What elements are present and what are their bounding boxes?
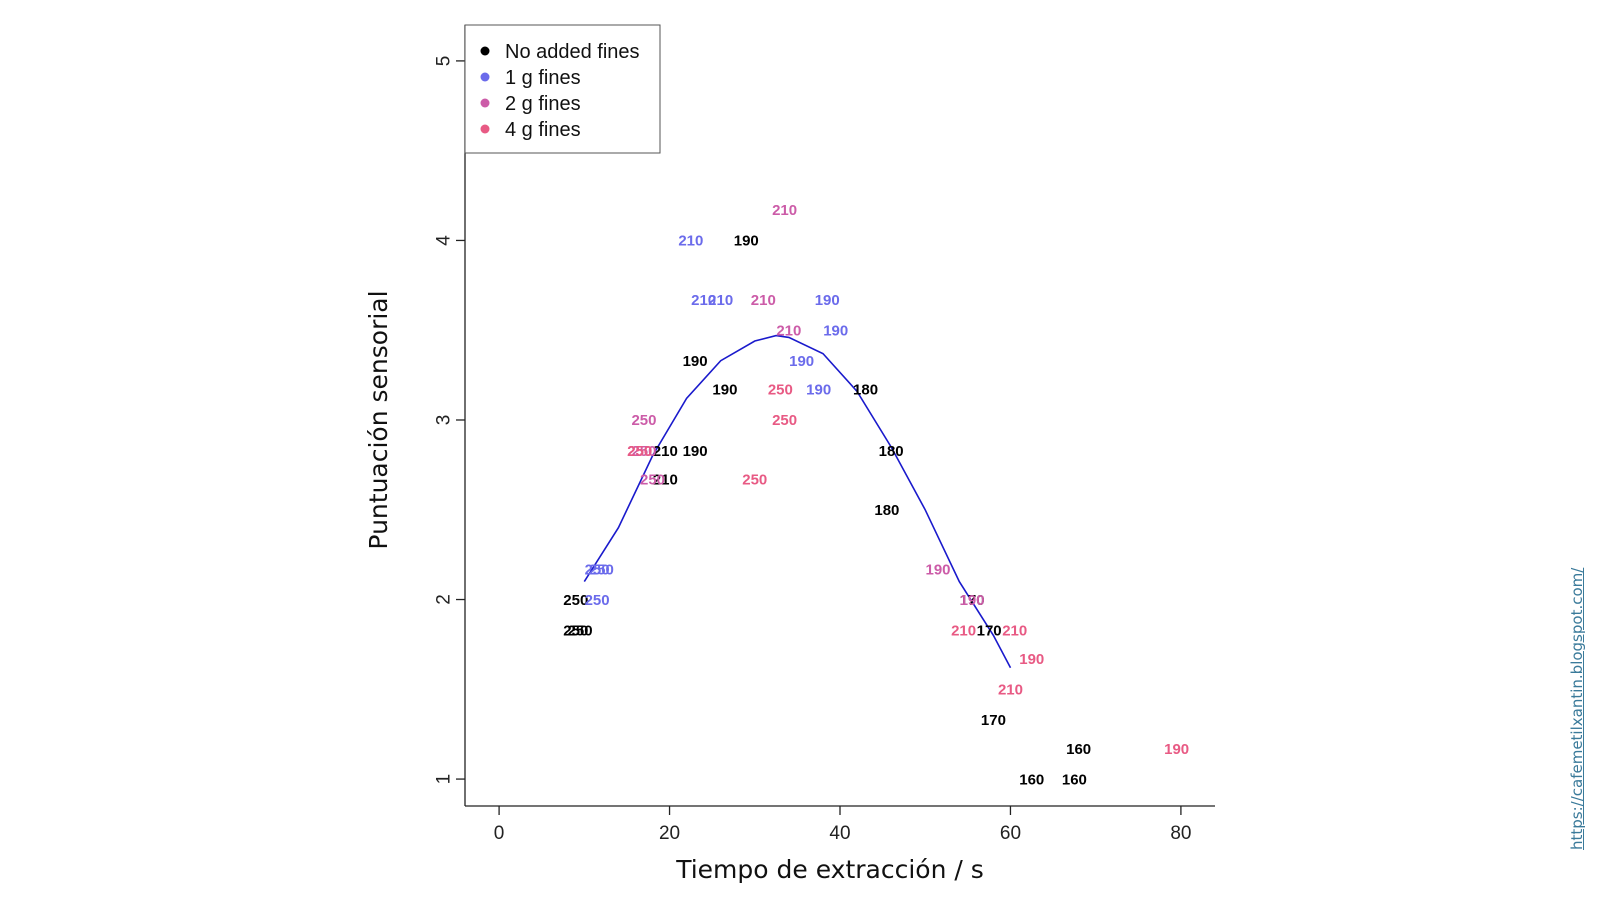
data-point: 190 bbox=[1019, 651, 1044, 668]
y-axis-title: Puntuación sensorial bbox=[364, 290, 393, 549]
data-point: 180 bbox=[874, 502, 899, 519]
x-tick-label: 40 bbox=[829, 823, 850, 844]
y-tick-label: 4 bbox=[434, 235, 455, 246]
legend-entry: 2 g fines bbox=[505, 93, 581, 115]
y-tick-label: 2 bbox=[434, 594, 455, 605]
fit-curve-line bbox=[583, 334, 1012, 669]
data-point: 190 bbox=[683, 353, 708, 370]
data-point: 180 bbox=[853, 382, 878, 399]
data-point: 210 bbox=[776, 322, 801, 339]
x-tick-label: 0 bbox=[494, 823, 505, 844]
data-point: 210 bbox=[1002, 622, 1027, 639]
data-point: 190 bbox=[734, 233, 759, 250]
data-point: 190 bbox=[712, 382, 737, 399]
data-point: 190 bbox=[683, 443, 708, 460]
data-point: 250 bbox=[563, 622, 588, 639]
data-point: 210 bbox=[653, 443, 678, 460]
legend-entry: No added fines bbox=[505, 41, 640, 63]
data-point: 210 bbox=[951, 622, 976, 639]
data-point: 250 bbox=[589, 561, 614, 578]
data-point: 190 bbox=[815, 292, 840, 309]
data-point: 210 bbox=[998, 682, 1023, 699]
data-point: 250 bbox=[585, 561, 610, 578]
data-point: 250 bbox=[631, 412, 656, 429]
data-point: 210 bbox=[772, 202, 797, 219]
x-axis: 0 20 40 60 80 bbox=[494, 806, 1191, 844]
data-point: 180 bbox=[879, 443, 904, 460]
legend-marker bbox=[480, 72, 490, 82]
data-point: 190 bbox=[925, 561, 950, 578]
y-axis: 1 2 3 4 5 bbox=[434, 56, 465, 785]
data-point: 170 bbox=[960, 592, 985, 609]
data-point: 250 bbox=[627, 443, 652, 460]
data-point: 170 bbox=[981, 712, 1006, 729]
y-tick-label: 5 bbox=[434, 56, 455, 67]
legend-marker bbox=[480, 98, 490, 108]
data-point: 210 bbox=[691, 292, 716, 309]
y-tick-label: 1 bbox=[434, 774, 455, 785]
data-point: 250 bbox=[568, 622, 593, 639]
data-point: 190 bbox=[789, 353, 814, 370]
data-point: 170 bbox=[977, 622, 1002, 639]
data-point: 250 bbox=[640, 471, 665, 488]
data-point: 250 bbox=[563, 592, 588, 609]
legend-marker bbox=[480, 124, 490, 134]
x-tick-label: 80 bbox=[1170, 823, 1191, 844]
legend-marker bbox=[480, 46, 490, 56]
data-point: 250 bbox=[585, 592, 610, 609]
data-point: 210 bbox=[678, 233, 703, 250]
data-point: 190 bbox=[960, 592, 985, 609]
legend: No added fines 1 g fines 2 g fines 4 g fine… bbox=[464, 24, 661, 154]
data-point: 210 bbox=[708, 292, 733, 309]
y-tick-label: 3 bbox=[434, 415, 455, 426]
data-point: 250 bbox=[772, 412, 797, 429]
x-tick-label: 60 bbox=[1000, 823, 1021, 844]
x-tick-label: 20 bbox=[659, 823, 680, 844]
x-axis-title: Tiempo de extracción / s bbox=[675, 855, 984, 884]
data-point: 160 bbox=[1019, 771, 1044, 788]
data-point: 250 bbox=[768, 382, 793, 399]
data-point: 160 bbox=[1066, 741, 1091, 758]
watermark-link[interactable]: https://cafemetilxantin.blogspot.com/ bbox=[1553, 520, 1586, 850]
legend-entry: 4 g fines bbox=[505, 119, 581, 141]
data-point: 250 bbox=[627, 443, 652, 460]
data-point: 250 bbox=[631, 443, 656, 460]
data-point: 190 bbox=[806, 382, 831, 399]
data-point: 210 bbox=[653, 471, 678, 488]
data-point: 160 bbox=[1062, 771, 1087, 788]
data-point: 250 bbox=[742, 471, 767, 488]
legend-box bbox=[464, 24, 661, 154]
data-point: 190 bbox=[823, 322, 848, 339]
watermark-text[interactable]: https://cafemetilxantin.blogspot.com/ bbox=[1568, 567, 1586, 850]
data-point: 190 bbox=[1164, 741, 1189, 758]
fit-curve bbox=[583, 334, 1012, 669]
data-point: 210 bbox=[751, 292, 776, 309]
legend-entry: 1 g fines bbox=[505, 67, 581, 89]
